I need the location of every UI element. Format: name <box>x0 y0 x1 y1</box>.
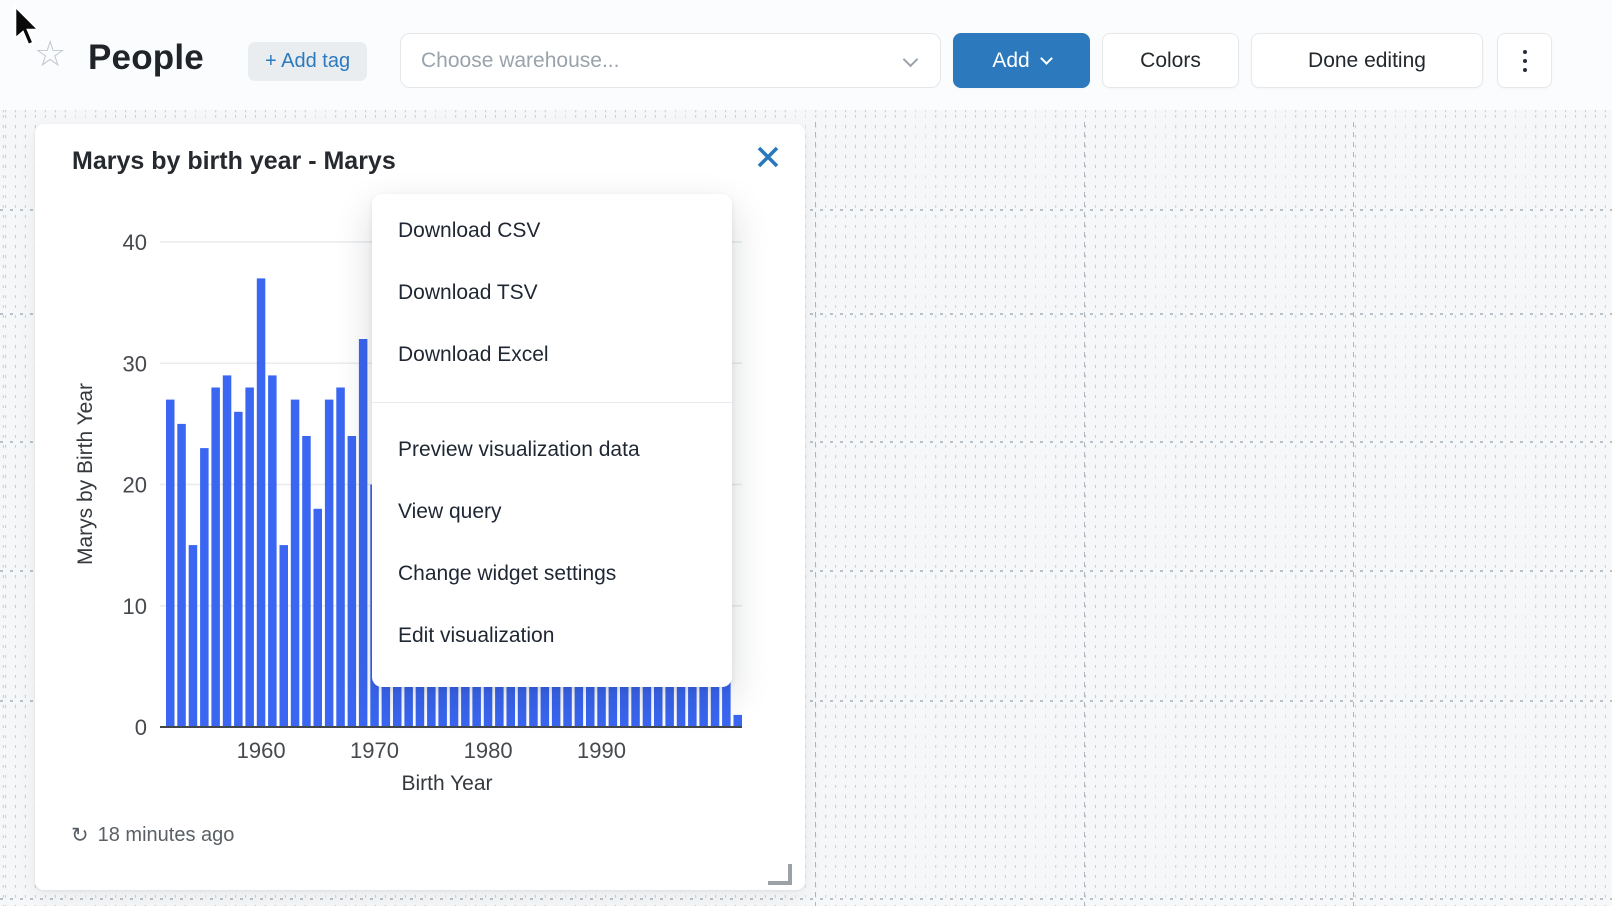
bar-1963 <box>290 399 300 727</box>
done-editing-button[interactable]: Done editing <box>1251 33 1483 88</box>
y-tick-label: 40 <box>123 230 147 255</box>
last-refreshed-text: 18 minutes ago <box>97 824 235 846</box>
add-tag-button[interactable]: + Add tag <box>248 42 368 81</box>
grid-line-horizontal <box>0 700 1612 702</box>
grid-line-vertical <box>1084 122 1085 906</box>
widget-context-menu: Download CSV Download TSV Download Excel P… <box>372 194 732 687</box>
favorite-star-icon[interactable]: ☆ <box>34 33 67 74</box>
widget-title: Marys by birth year - Marys <box>72 147 396 175</box>
chevron-down-icon <box>1039 51 1053 65</box>
menu-item-download-csv[interactable]: Download CSV <box>398 219 541 242</box>
bar-1953 <box>177 423 186 727</box>
grid-line-horizontal <box>0 570 1612 572</box>
menu-item-preview-visualization-data[interactable]: Preview visualization data <box>398 438 640 461</box>
menu-item-view-query[interactable]: View query <box>398 500 502 523</box>
x-tick-label: 1980 <box>464 738 513 763</box>
grid-line-horizontal <box>0 313 1612 315</box>
refresh-icon[interactable]: ↻ <box>71 824 89 847</box>
bar-1969 <box>358 339 368 727</box>
menu-item-change-widget-settings[interactable]: Change widget settings <box>398 562 617 585</box>
close-icon[interactable] <box>753 142 783 172</box>
overflow-menu-button[interactable] <box>1497 33 1552 88</box>
bar-1961 <box>268 375 277 727</box>
mouse-cursor <box>12 2 46 53</box>
x-tick-label: 1960 <box>237 738 286 763</box>
page-title: People <box>88 38 204 77</box>
kebab-icon <box>1522 49 1527 54</box>
bar-1960 <box>256 278 266 727</box>
grid-line-horizontal <box>0 209 1612 211</box>
top-bar: ☆ People + Add tag Choose warehouse... A… <box>0 0 1612 110</box>
menu-item-download-tsv[interactable]: Download TSV <box>398 281 538 304</box>
menu-item-edit-visualization[interactable]: Edit visualization <box>398 624 555 647</box>
y-tick-label: 30 <box>123 351 147 376</box>
bar-1965 <box>313 508 322 728</box>
y-axis-title: Marys by Birth Year <box>74 383 97 565</box>
colors-button[interactable]: Colors <box>1102 33 1239 88</box>
kebab-icon <box>1522 67 1527 72</box>
bar-1957 <box>222 375 232 727</box>
x-axis-title: Birth Year <box>401 772 492 795</box>
menu-action-group: Preview visualization data View query Chan… <box>372 403 732 667</box>
y-tick-label: 0 <box>135 715 147 740</box>
add-button-label: Add <box>992 48 1030 72</box>
grid-line-vertical <box>815 122 816 906</box>
grid-line-horizontal <box>0 441 1612 443</box>
bar-1955 <box>200 448 209 727</box>
bar-1962 <box>279 545 288 727</box>
grid-line-horizontal <box>0 898 1612 900</box>
bar-1968 <box>347 436 357 727</box>
done-editing-label: Done editing <box>1308 48 1426 72</box>
bar-1956 <box>211 387 220 727</box>
bar-1958 <box>234 411 243 728</box>
refresh-status: ↻ 18 minutes ago <box>71 824 234 847</box>
warehouse-select[interactable]: Choose warehouse... <box>400 33 941 88</box>
bar-2002 <box>733 714 742 727</box>
grid-line-vertical <box>1353 122 1354 906</box>
x-tick-label: 1970 <box>350 738 399 763</box>
y-tick-label: 10 <box>123 594 147 619</box>
bar-1966 <box>324 399 334 727</box>
add-button[interactable]: Add <box>953 33 1090 88</box>
x-tick-label: 1990 <box>577 738 626 763</box>
y-tick-label: 20 <box>123 473 147 498</box>
add-tag-label: + Add tag <box>265 50 351 72</box>
bar-1964 <box>302 436 311 727</box>
bar-1954 <box>188 545 198 727</box>
menu-item-download-excel[interactable]: Download Excel <box>398 343 549 366</box>
bar-1967 <box>336 387 345 727</box>
resize-handle[interactable] <box>768 864 792 885</box>
bar-1952 <box>166 399 175 727</box>
colors-button-label: Colors <box>1140 48 1201 72</box>
menu-download-group: Download CSV Download TSV Download Excel <box>372 200 732 386</box>
menu-divider <box>372 402 732 403</box>
kebab-icon <box>1522 58 1527 63</box>
warehouse-placeholder: Choose warehouse... <box>421 48 620 72</box>
chevron-down-icon <box>902 51 919 68</box>
bar-1959 <box>245 387 254 727</box>
